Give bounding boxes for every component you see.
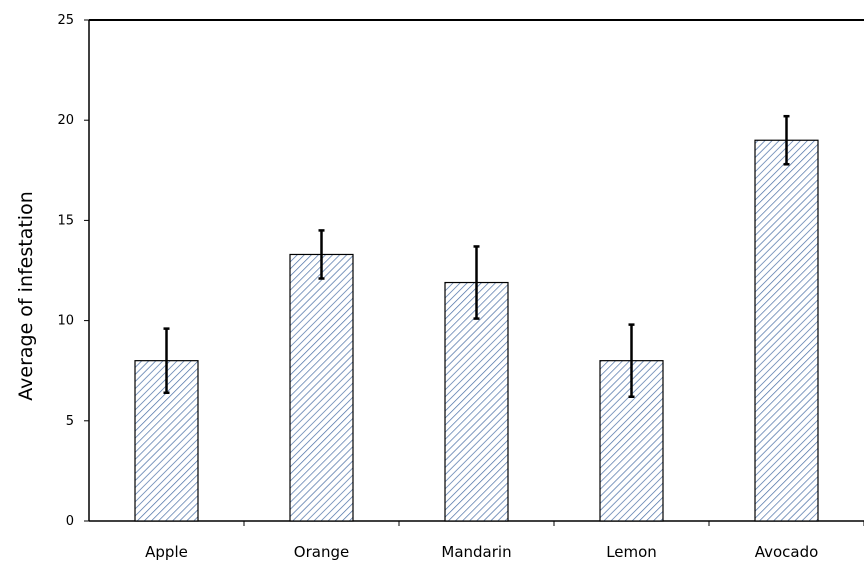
- y-tick-label: 25: [57, 13, 74, 28]
- error-bar-mandarin: [473, 245, 480, 320]
- bars-group: [134, 139, 819, 522]
- bar-orange: [289, 253, 354, 522]
- y-tick-label: 20: [57, 113, 74, 128]
- bar-avocado: [754, 139, 819, 522]
- error-bars-group: [163, 114, 790, 399]
- x-category-label: Apple: [145, 543, 188, 561]
- y-axis-label: Average of infestation: [15, 191, 37, 401]
- y-tick-label: 15: [57, 213, 74, 228]
- error-bar-orange: [318, 229, 325, 280]
- y-tick-label: 10: [57, 314, 74, 329]
- bar-mandarin: [444, 281, 509, 522]
- error-bar-apple: [163, 327, 170, 394]
- error-bar-lemon: [628, 323, 635, 399]
- y-tick-label: 5: [66, 414, 74, 429]
- x-category-label: Avocado: [755, 543, 819, 561]
- y-tick-label: 0: [66, 514, 74, 529]
- x-axis-labels: Apple Orange Mandarin Lemon Avocado: [145, 543, 818, 561]
- x-category-label: Lemon: [606, 543, 657, 561]
- y-axis-ticks: 0 5 10 15 20 25: [57, 13, 89, 529]
- x-category-label: Orange: [294, 543, 349, 561]
- error-bar-avocado: [783, 114, 790, 166]
- x-category-label: Mandarin: [441, 543, 511, 561]
